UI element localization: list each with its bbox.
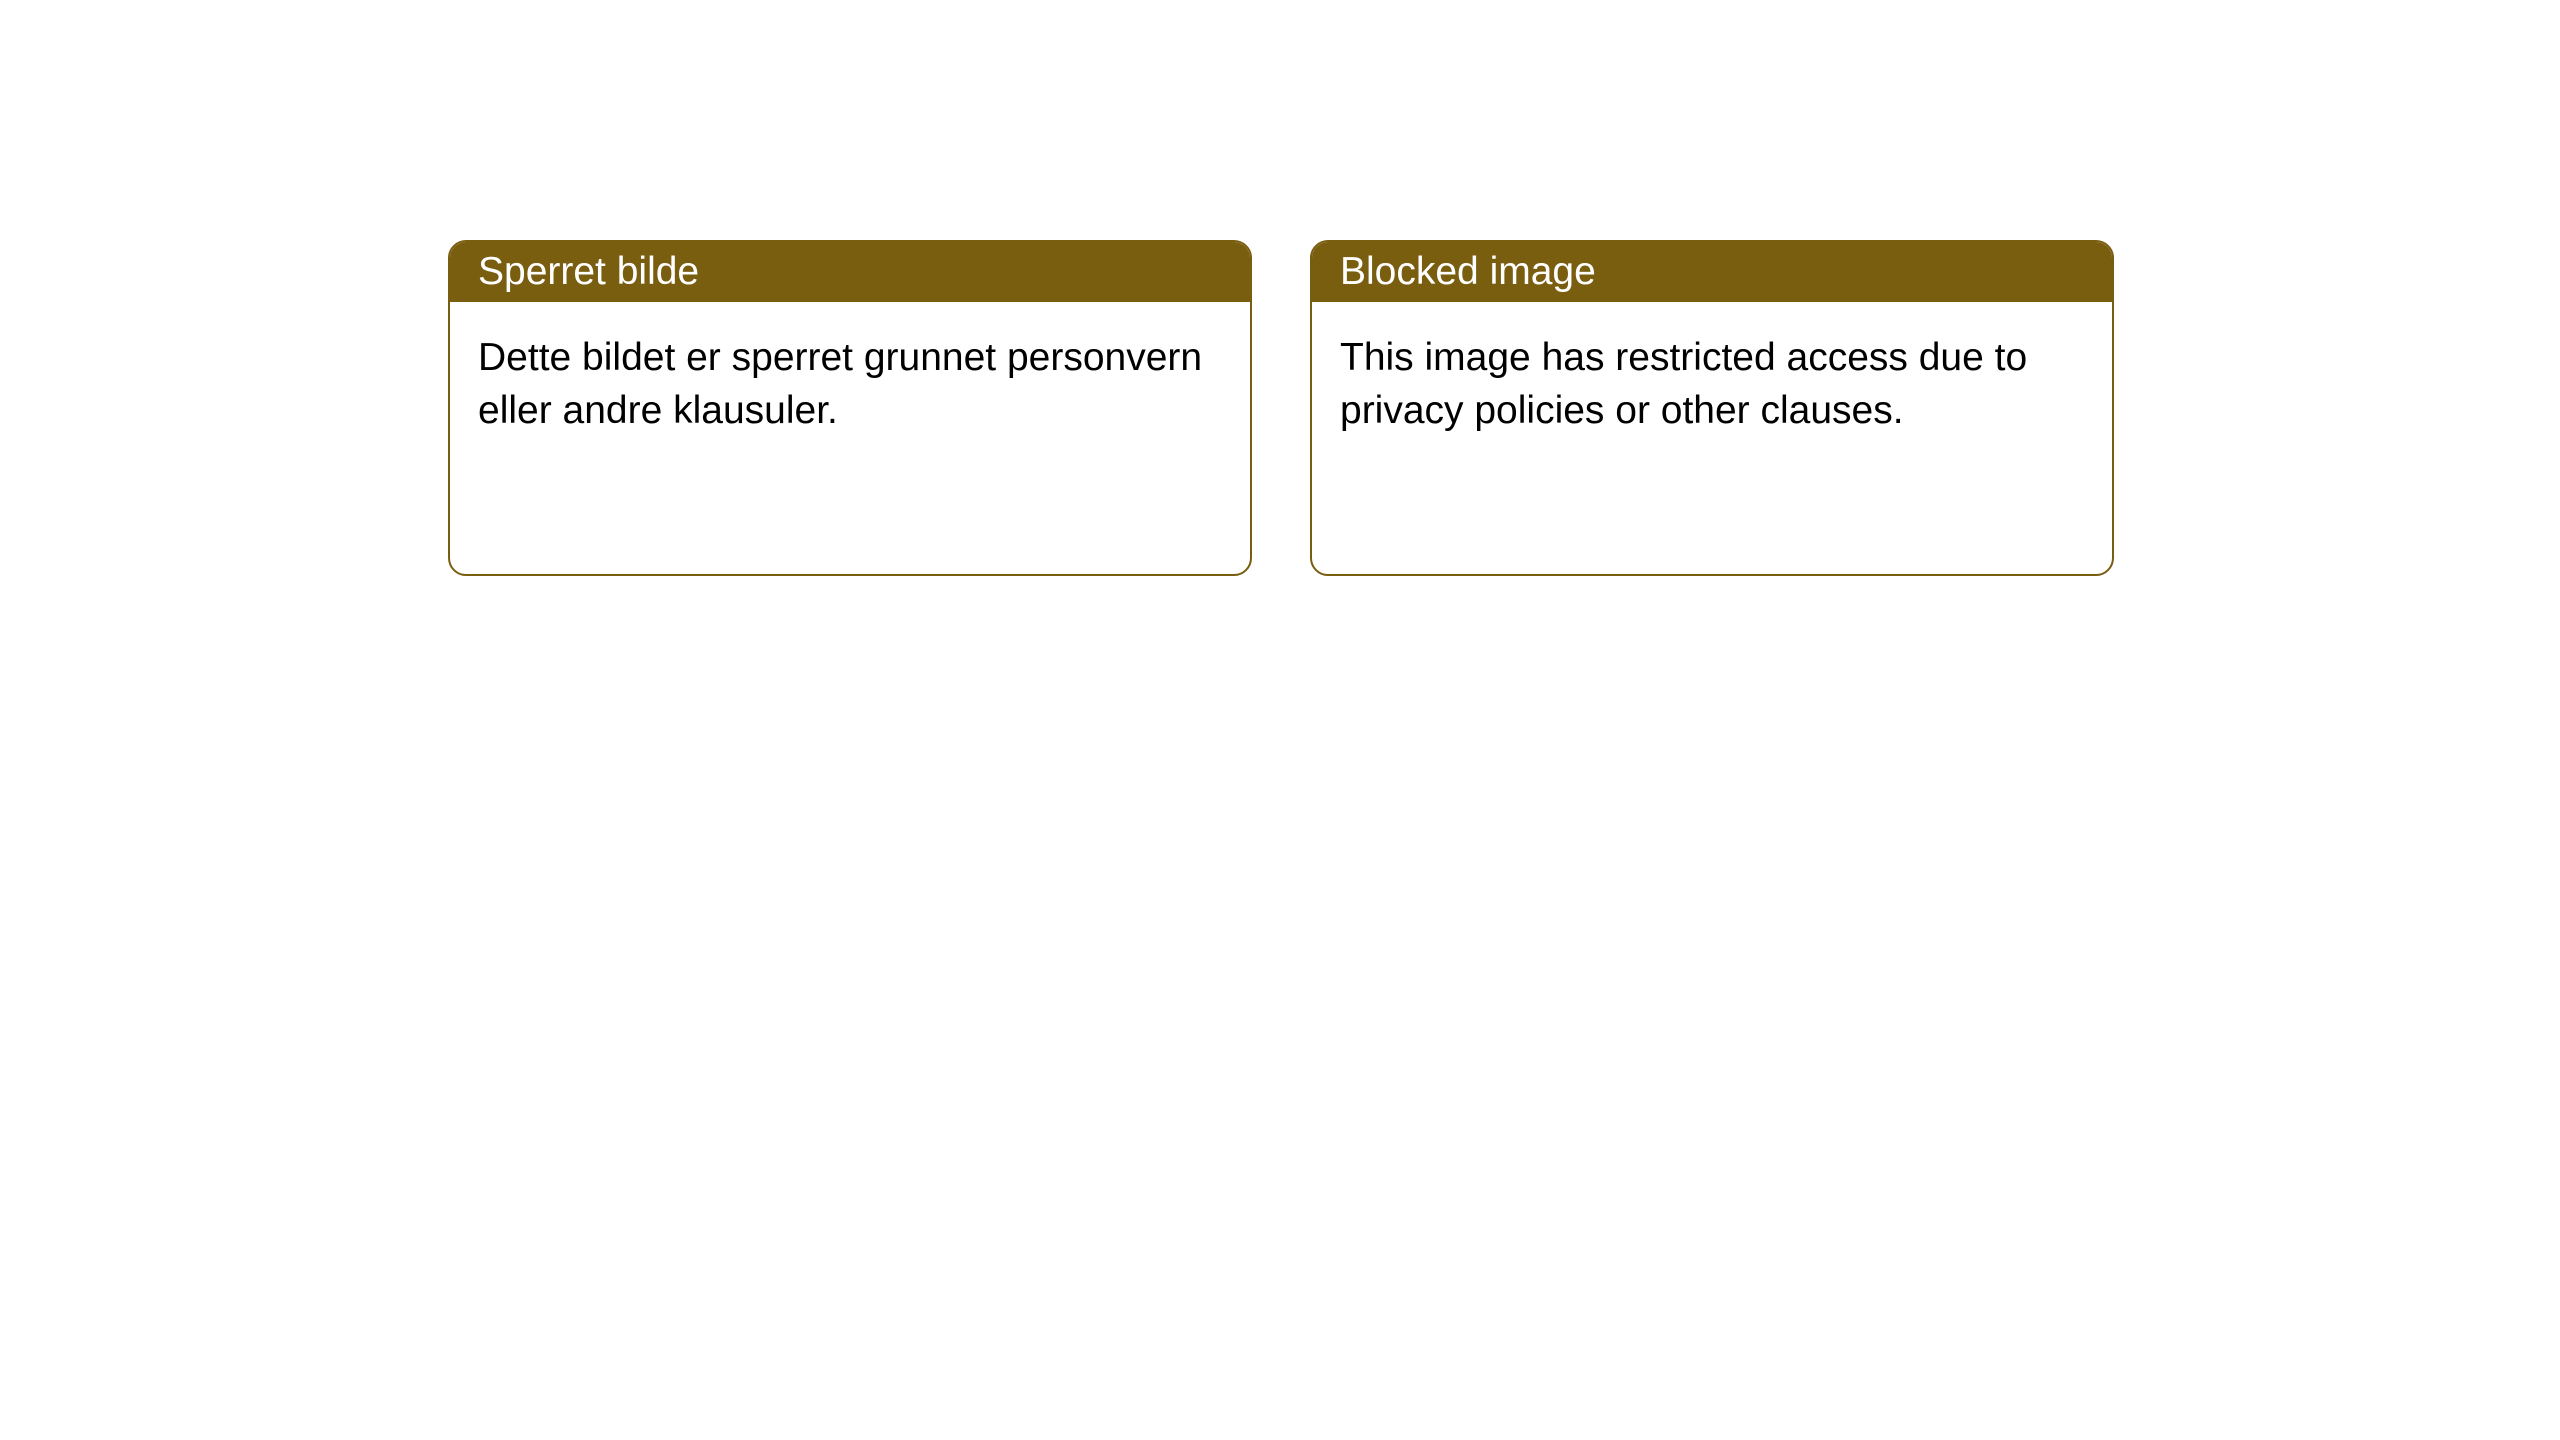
card-body-text: This image has restricted access due to … [1340, 336, 2027, 432]
card-title: Blocked image [1340, 250, 1596, 294]
card-body: Dette bildet er sperret grunnet personve… [450, 302, 1250, 467]
card-body: This image has restricted access due to … [1312, 302, 2112, 467]
notice-card-english: Blocked image This image has restricted … [1310, 240, 2114, 576]
card-header: Sperret bilde [450, 242, 1250, 302]
notice-card-norwegian: Sperret bilde Dette bildet er sperret gr… [448, 240, 1252, 576]
card-header: Blocked image [1312, 242, 2112, 302]
card-title: Sperret bilde [478, 250, 699, 294]
card-body-text: Dette bildet er sperret grunnet personve… [478, 336, 1202, 432]
notice-container: Sperret bilde Dette bildet er sperret gr… [448, 240, 2114, 576]
